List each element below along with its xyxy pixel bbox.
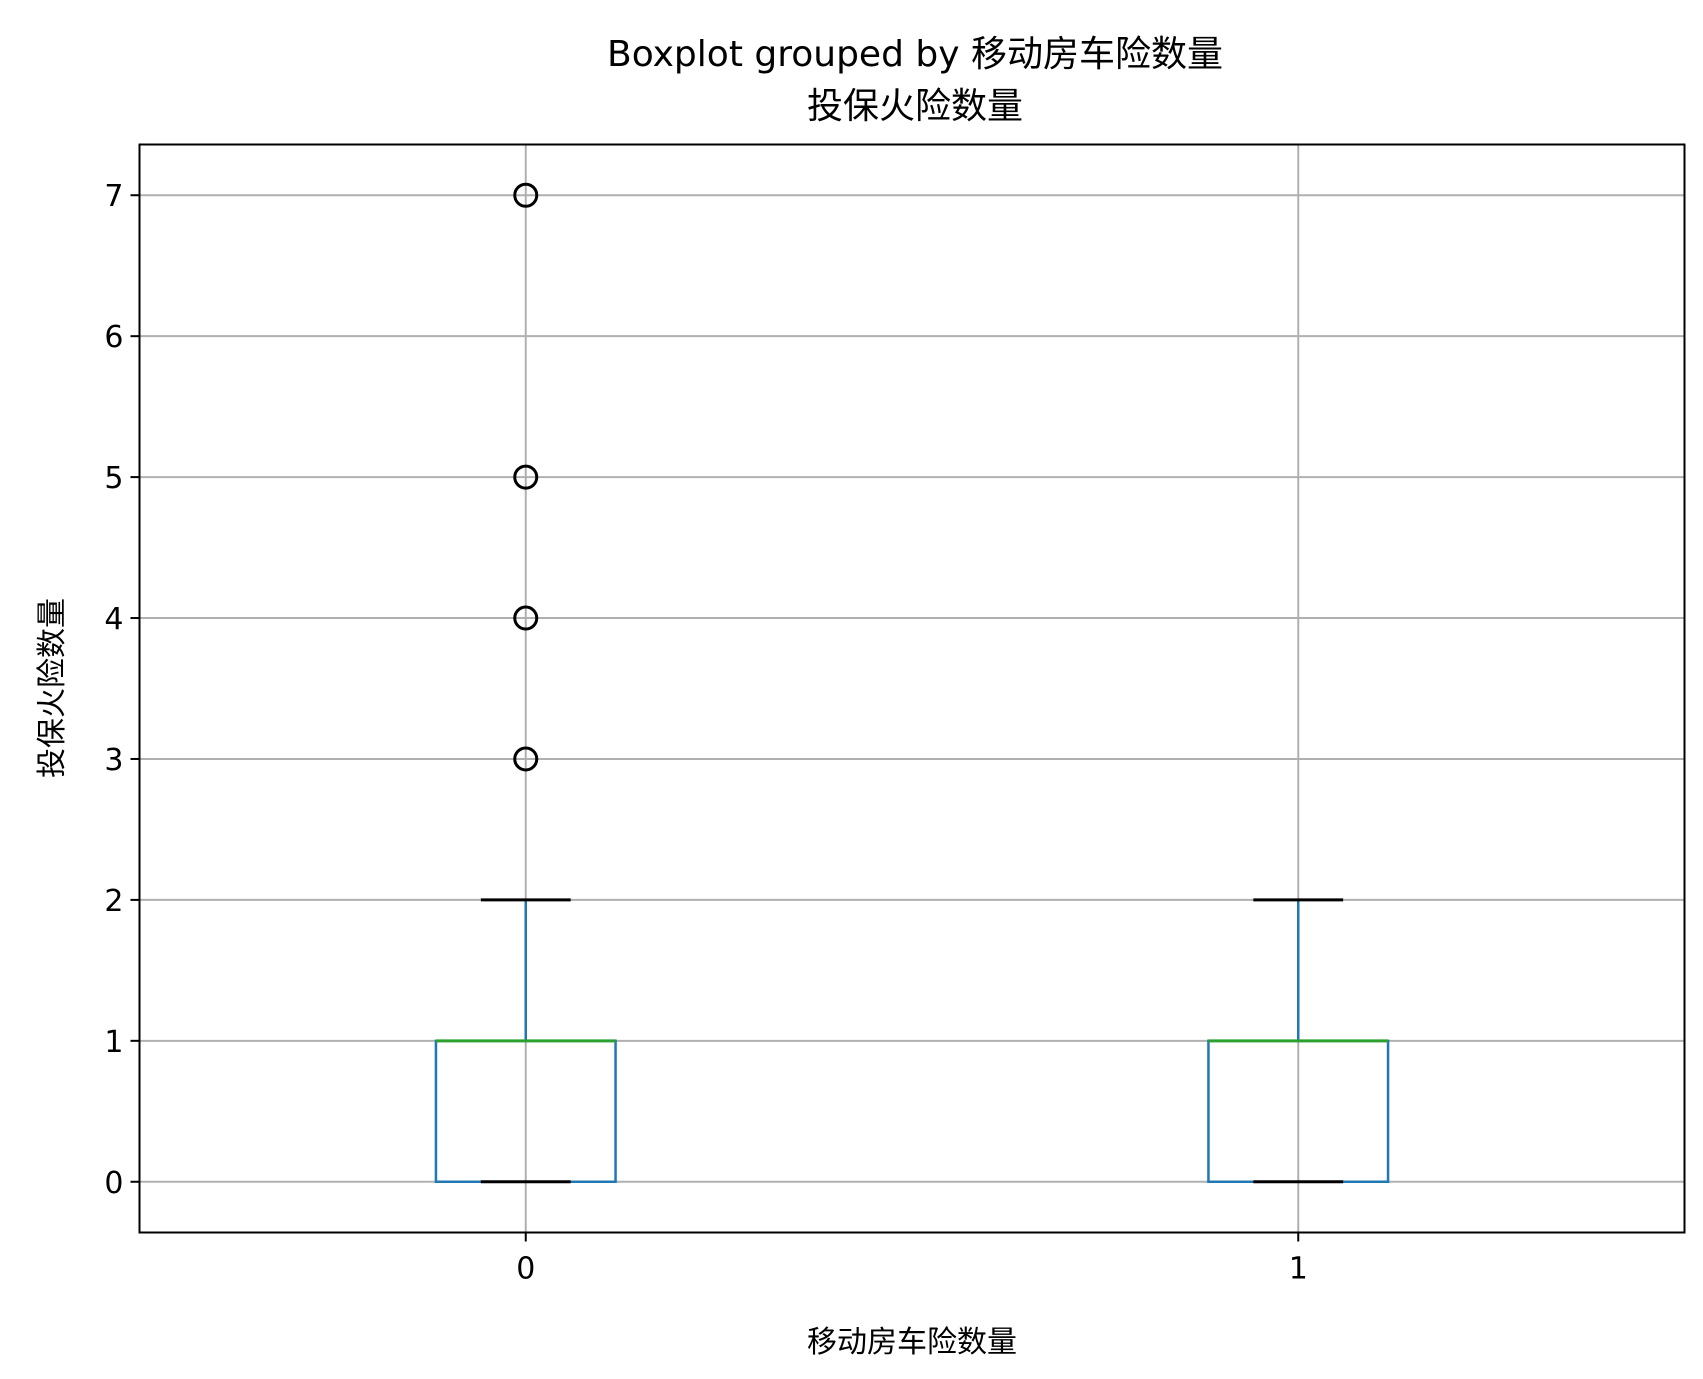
box-group-0 bbox=[434, 182, 617, 1184]
y-tick-label: 6 bbox=[104, 320, 123, 355]
y-tick-label: 4 bbox=[104, 602, 123, 637]
y-tick-label: 0 bbox=[104, 1166, 123, 1201]
x-tick-label: 0 bbox=[516, 1252, 535, 1287]
y-tick-label: 3 bbox=[104, 743, 123, 778]
box-group-1 bbox=[1207, 898, 1390, 1184]
outlier-point bbox=[513, 605, 539, 631]
outlier-point bbox=[513, 464, 539, 490]
y-tick-label: 2 bbox=[104, 884, 123, 919]
chart-title: Boxplot grouped by 移动房车险数量 bbox=[607, 34, 1223, 75]
axis-ticks: 0 1 2 3 4 5 6 7 0 1 bbox=[104, 179, 1307, 1286]
boxes-layer bbox=[434, 182, 1390, 1184]
x-axis-label: 移动房车险数量 bbox=[807, 1325, 1017, 1360]
plot-area-frame bbox=[138, 143, 1686, 1234]
outlier-point bbox=[513, 746, 539, 772]
y-tick-label: 7 bbox=[104, 179, 123, 214]
y-tick-label: 5 bbox=[104, 461, 123, 496]
grid-lines bbox=[139, 144, 1685, 1233]
outlier-point bbox=[513, 182, 539, 208]
y-axis-label: 投保火险数量 bbox=[35, 598, 70, 778]
x-tick-label: 1 bbox=[1289, 1252, 1308, 1287]
chart-subtitle: 投保火险数量 bbox=[807, 86, 1023, 127]
y-tick-label: 1 bbox=[104, 1025, 123, 1060]
